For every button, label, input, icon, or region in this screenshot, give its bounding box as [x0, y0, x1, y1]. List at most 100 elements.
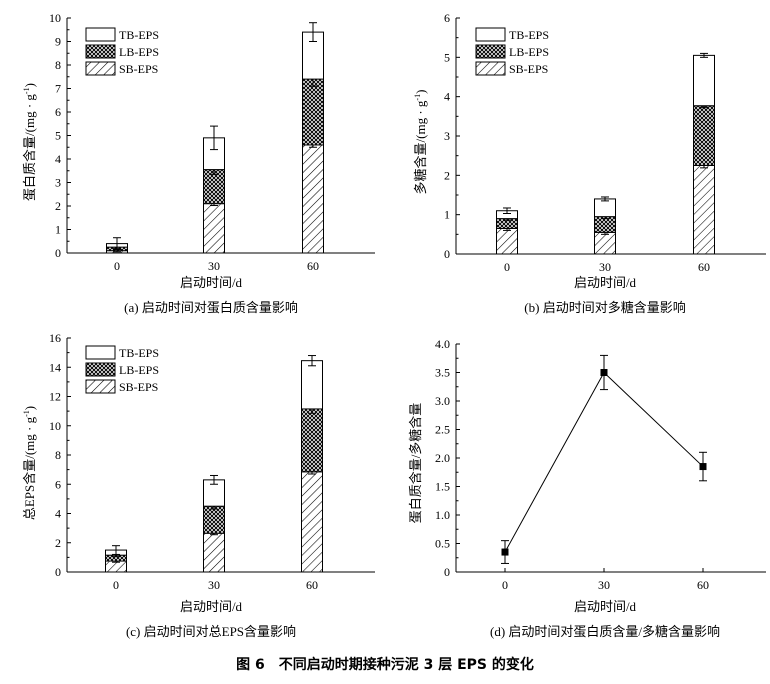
y-tick-label: 7 [55, 82, 61, 96]
bar-lb-eps [693, 105, 715, 166]
x-axis-title: 启动时间/d [574, 275, 637, 290]
legend-label: TB-EPS [119, 346, 159, 360]
x-axis-title: 启动时间/d [180, 599, 243, 614]
x-tick-label: 60 [698, 260, 710, 274]
legend-label: TB-EPS [119, 28, 159, 42]
y-tick-label: 0 [55, 246, 61, 260]
chart-panel-d: 0 0.5 1.0 1.5 2.0 2.5 3.0 3.5 4.0 0 30 60 启动时间/d 蛋白质含… [408, 337, 766, 639]
bar-lb-eps [203, 505, 225, 534]
y-tick-label: 2.5 [435, 423, 450, 437]
bar-sb-eps [594, 231, 616, 255]
x-axis-title: 启动时间/d [180, 275, 243, 290]
legend-swatch-sb-eps [85, 61, 116, 76]
y-axis-title-main: 总EPS含量/(mg · g [22, 416, 37, 520]
data-point [699, 463, 707, 471]
y-tick-label: 4.0 [435, 337, 450, 351]
y-tick-label: 9 [55, 35, 61, 49]
x-tick-label: 60 [697, 578, 709, 592]
y-tick-label: 1.0 [435, 508, 450, 522]
bar-tb-eps [693, 54, 715, 107]
legend-swatch-lb-eps [85, 362, 116, 377]
series-line [504, 371, 704, 553]
legend-swatch-tb-eps [85, 27, 116, 42]
bar-sb-eps [496, 227, 518, 255]
legend-label: SB-EPS [119, 62, 158, 76]
x-tick-label: 30 [208, 578, 220, 592]
y-tick-label: 5 [55, 129, 61, 143]
y-tick-label: 1.5 [435, 480, 450, 494]
bar-tb-eps [594, 198, 616, 218]
chart-panel-a: 0 1 2 3 4 5 6 7 8 9 10 0 30 60 启动时间/d 蛋白质含量/(mg · g-1) (… [22, 11, 375, 315]
x-axis-title: 启动时间/d [574, 599, 637, 614]
bar-lb-eps [301, 408, 323, 473]
panel-caption: (b) 启动时间对多糖含量影响 [524, 300, 685, 315]
y-axis-title-tail: ) [22, 83, 37, 87]
y-tick-label: 16 [49, 331, 61, 345]
y-axis-title-main: 多糖含量/(mg · g [413, 100, 428, 194]
y-tick-label: 6 [55, 105, 61, 119]
data-point [501, 548, 509, 556]
x-tick-label: 30 [208, 259, 220, 273]
bar-lb-eps [302, 78, 324, 146]
legend-label: LB-EPS [509, 45, 549, 59]
y-tick-label: 10 [49, 11, 61, 25]
y-tick-label: 2 [55, 536, 61, 550]
y-tick-label: 14 [49, 360, 61, 374]
y-axis-title: 总EPS含量/(mg · g-1) [22, 406, 37, 520]
legend-swatch-sb-eps [475, 61, 506, 76]
y-axis-title-sup: -1 [413, 94, 422, 101]
y-tick-label: 12 [49, 390, 61, 404]
y-tick-label: 0 [444, 565, 450, 579]
legend-swatch-lb-eps [85, 44, 116, 59]
y-tick-label: 2 [444, 168, 450, 182]
y-tick-label: 3 [55, 176, 61, 190]
y-tick-label: 1 [55, 223, 61, 237]
legend-label: LB-EPS [119, 363, 159, 377]
y-axis-title-sup: -1 [22, 87, 31, 94]
x-tick-label: 30 [598, 578, 610, 592]
bar-sb-eps [203, 203, 225, 254]
x-tick-label: 0 [113, 578, 119, 592]
legend-label: SB-EPS [119, 380, 158, 394]
y-axis-title-tail: ) [413, 90, 428, 94]
y-tick-label: 8 [55, 448, 61, 462]
y-tick-label: 6 [444, 11, 450, 25]
legend-swatch-lb-eps [475, 44, 506, 59]
y-tick-label: 3.5 [435, 366, 450, 380]
x-tick-label: 0 [502, 578, 508, 592]
y-tick-label: 0 [444, 247, 450, 261]
y-tick-label: 2.0 [435, 451, 450, 465]
x-tick-label: 60 [307, 259, 319, 273]
data-point [600, 369, 608, 376]
bar-sb-eps [693, 165, 715, 255]
y-tick-label: 0.5 [435, 537, 450, 551]
bar-tb-eps [301, 360, 323, 410]
y-tick-label: 2 [55, 199, 61, 213]
legend-swatch-tb-eps [475, 27, 506, 42]
y-axis-title-main: 蛋白质含量/多糖含量 [408, 403, 423, 524]
y-axis-title: 多糖含量/(mg · g-1) [413, 90, 428, 195]
panel-caption: (a) 启动时间对蛋白质含量影响 [124, 300, 298, 315]
x-tick-label: 0 [114, 259, 120, 273]
y-tick-label: 10 [49, 419, 61, 433]
y-tick-label: 1 [444, 208, 450, 222]
legend-swatch-tb-eps [85, 345, 116, 360]
figure-caption: 图 6 不同启动时期接种污泥 3 层 EPS 的变化 [236, 656, 534, 673]
x-tick-label: 0 [504, 260, 510, 274]
x-tick-label: 30 [599, 260, 611, 274]
bar-sb-eps [302, 144, 324, 254]
chart-panel-c: 0 2 4 6 8 10 12 14 16 0 30 60 启动时间/d 总EPS含量/(mg · g-1… [22, 331, 375, 639]
legend-label: SB-EPS [509, 62, 548, 76]
legend-label: LB-EPS [119, 45, 159, 59]
y-axis-title: 蛋白质含量/(mg · g-1) [22, 83, 37, 201]
y-tick-label: 0 [55, 565, 61, 579]
panel-caption: (c) 启动时间对总EPS含量影响 [126, 624, 296, 639]
y-tick-label: 3.0 [435, 394, 450, 408]
y-tick-label: 3 [444, 129, 450, 143]
y-tick-label: 4 [444, 90, 450, 104]
bar-sb-eps [203, 532, 225, 573]
y-axis-title: 蛋白质含量/多糖含量 [408, 403, 423, 524]
panel-caption: (d) 启动时间对蛋白质含量/多糖含量影响 [490, 624, 720, 639]
